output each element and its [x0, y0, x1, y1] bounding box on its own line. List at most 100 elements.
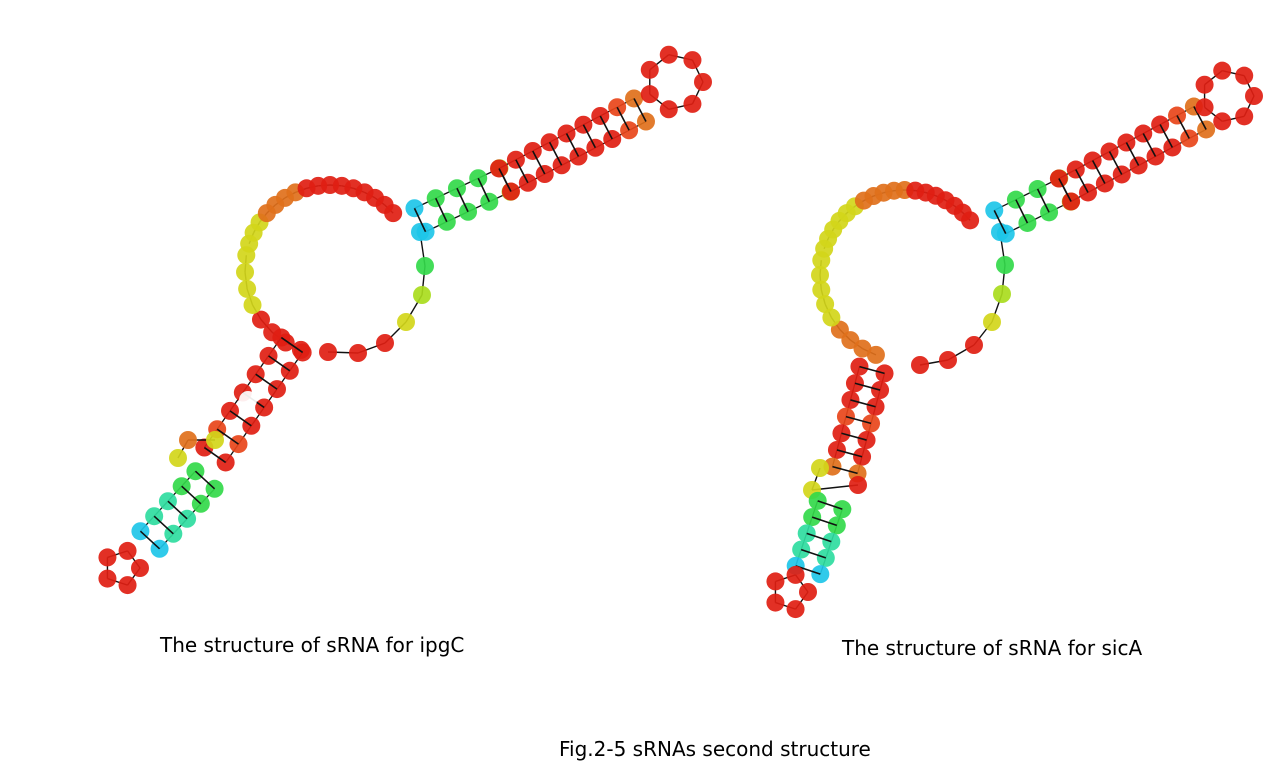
nucleotide — [238, 279, 257, 298]
base-pair-bond — [515, 159, 529, 184]
base-pair-bond — [153, 515, 174, 535]
base-pair-bond — [1193, 106, 1207, 130]
nucleotide — [1195, 75, 1214, 94]
nucleotide — [766, 593, 785, 612]
nucleotide — [243, 295, 262, 314]
base-pair-bond — [1159, 124, 1174, 148]
nucleotide — [1195, 98, 1214, 117]
base-pair-bond — [841, 432, 867, 441]
figure-caption: Fig.2-5 sRNAs second structure — [559, 737, 871, 761]
nucleotide — [812, 251, 831, 270]
nucleotide — [659, 45, 678, 64]
nucleotide — [251, 310, 270, 329]
base-pair-bond — [1036, 188, 1050, 213]
nucleotide — [416, 257, 434, 275]
base-pair-bond — [548, 141, 563, 166]
nucleotide — [1235, 66, 1254, 85]
base-pair-bond — [854, 382, 881, 391]
nucleotide — [983, 313, 1001, 331]
nucleotide — [413, 286, 431, 304]
base-pair-bond — [1075, 169, 1089, 193]
nucleotide — [640, 85, 659, 104]
nucleotide — [384, 204, 403, 223]
nucleotide — [961, 211, 980, 230]
nucleotide — [98, 548, 117, 567]
base-pair-bond — [582, 124, 597, 149]
base-pair-bond — [498, 168, 512, 192]
nucleotide — [1245, 87, 1263, 105]
base-pair-bond — [616, 106, 630, 131]
nucleotide — [996, 256, 1014, 274]
nucleotide — [786, 565, 805, 584]
base-pair-bond — [1091, 160, 1106, 184]
nucleotide — [939, 351, 957, 369]
nucleotide — [118, 541, 137, 560]
nucleotide — [206, 431, 224, 449]
nucleotide — [816, 295, 835, 314]
nucleotide — [799, 583, 817, 601]
base-pair-bond — [255, 373, 278, 390]
base-pair-bond — [811, 516, 838, 527]
base-pair-bond — [800, 548, 827, 559]
base-pair-bond — [139, 530, 161, 550]
caption-sica: The structure of sRNA for sicA — [842, 636, 1143, 660]
base-pair-bond — [456, 187, 469, 213]
nucleotide — [694, 73, 712, 91]
base-pair-bond — [181, 485, 202, 505]
base-pair-bond — [229, 410, 252, 427]
nucleotide — [683, 94, 702, 113]
nucleotide — [397, 313, 415, 331]
base-pair-bond — [599, 115, 613, 140]
nucleotide — [786, 600, 805, 619]
base-pair-bond — [1015, 199, 1029, 224]
nucleotide — [812, 280, 831, 299]
nucleotide — [239, 391, 257, 409]
base-pair-bond — [850, 399, 876, 408]
nucleotide — [911, 356, 929, 374]
ipgc-structure — [98, 45, 712, 595]
nucleotide — [319, 343, 337, 361]
base-pair-bond — [167, 500, 188, 520]
nucleotide — [1235, 107, 1254, 126]
nucleotide — [822, 308, 841, 327]
base-pair-bond — [832, 465, 858, 475]
nucleotide — [766, 572, 785, 591]
nucleotide — [1213, 61, 1232, 80]
nucleotide — [683, 51, 702, 70]
nucleotide — [811, 266, 829, 284]
sica-structure — [766, 61, 1263, 619]
base-pair-bond — [993, 209, 1007, 235]
base-pair-bond — [859, 365, 885, 375]
nucleotide — [236, 263, 255, 282]
nucleotide — [1213, 112, 1232, 131]
base-pair-bond — [1176, 115, 1190, 139]
base-pair-bond — [434, 197, 448, 223]
base-pair-bond — [1108, 151, 1123, 175]
nucleotide — [131, 559, 149, 577]
nucleotide — [811, 459, 829, 477]
base-pair-bond — [194, 470, 216, 490]
base-pair-bond — [845, 415, 872, 425]
nucleotide — [118, 576, 137, 595]
base-pair-bond — [532, 150, 546, 175]
base-pair-bond — [1058, 178, 1072, 202]
base-pair-bond — [280, 336, 304, 354]
nucleotide — [993, 285, 1011, 303]
nucleotide — [349, 344, 367, 362]
nucleotide — [659, 100, 678, 119]
caption-ipgc: The structure of sRNA for ipgC — [160, 633, 465, 657]
base-pair-bond — [216, 428, 239, 445]
base-pair-bond — [1125, 142, 1140, 166]
nucleotide — [376, 334, 394, 352]
base-pair-bond — [817, 500, 843, 510]
nucleotide — [965, 336, 983, 354]
base-pair-bond — [268, 355, 291, 372]
nucleotide — [169, 449, 187, 467]
base-pair-bond — [413, 207, 427, 233]
base-pair-bond — [633, 98, 647, 122]
nucleotide — [866, 345, 885, 364]
nucleotide — [640, 60, 659, 79]
nucleotide — [849, 476, 867, 494]
nucleotide — [98, 569, 117, 588]
